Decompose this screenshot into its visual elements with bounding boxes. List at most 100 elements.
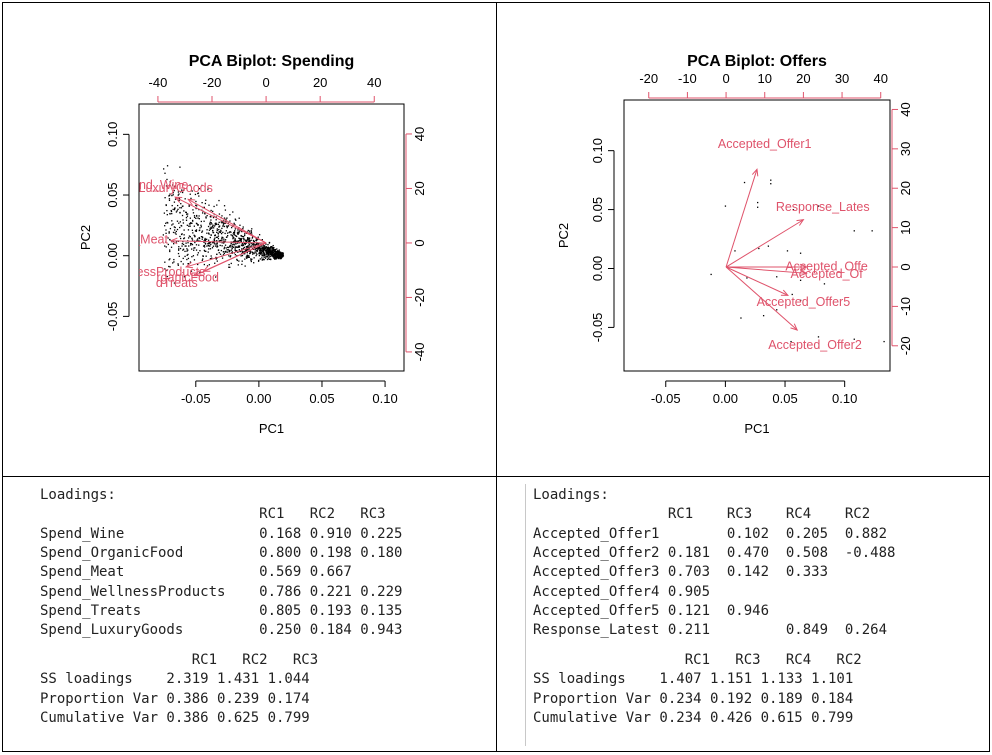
data-point — [176, 220, 179, 222]
loading-arrowhead — [187, 198, 196, 206]
data-point — [267, 244, 269, 246]
data-point — [247, 238, 249, 240]
data-point — [220, 232, 223, 235]
data-point — [183, 237, 185, 240]
data-point — [250, 258, 252, 260]
data-point — [263, 253, 266, 256]
data-point — [247, 248, 249, 250]
loading-arrowhead — [193, 270, 202, 277]
data-point — [204, 246, 206, 248]
data-point — [222, 236, 224, 239]
loading-label: Accepted_Offe — [785, 259, 868, 273]
data-point — [174, 198, 177, 200]
data-point — [249, 250, 251, 252]
data-point — [200, 226, 203, 228]
data-point — [269, 252, 271, 254]
data-point — [244, 242, 246, 244]
offers-biplot: PCA Biplot: Offers -0.05 0.00 0.05 0.10 PC1 -0… — [556, 53, 913, 436]
loading-arrowhead — [169, 237, 178, 245]
offers-table-summary-row: Cumulative Var 0.234 0.426 0.615 0.799 — [533, 709, 854, 726]
loading-arrowhead — [751, 168, 759, 177]
data-point — [214, 237, 216, 239]
data-point — [255, 243, 258, 246]
data-point — [250, 245, 252, 247]
data-point — [792, 208, 795, 211]
y-tick-label: 0.00 — [105, 243, 120, 268]
data-point — [271, 252, 274, 254]
data-point — [194, 241, 196, 244]
data-point — [198, 215, 200, 217]
data-point — [230, 226, 233, 229]
data-point — [272, 248, 275, 250]
data-point — [189, 225, 191, 227]
data-point — [233, 233, 235, 235]
offers-table-row: Accepted_Offer2 0.181 0.470 0.508 -0.488 — [533, 544, 896, 561]
data-point — [232, 238, 234, 240]
data-point — [246, 257, 248, 259]
data-point — [216, 228, 218, 230]
data-point — [266, 248, 269, 251]
data-point — [168, 199, 171, 202]
data-point — [201, 231, 203, 233]
data-point — [192, 255, 195, 257]
data-point — [172, 262, 174, 264]
data-point — [210, 234, 212, 236]
data-point — [276, 248, 278, 250]
data-point — [244, 251, 246, 253]
data-point — [164, 172, 166, 174]
data-point — [176, 210, 178, 212]
data-point — [227, 225, 230, 227]
data-point — [203, 240, 205, 242]
data-point — [261, 253, 263, 255]
data-point — [237, 251, 239, 253]
data-point — [187, 249, 189, 251]
loading-arrow — [725, 169, 758, 268]
right-tick-label: 0 — [898, 263, 913, 270]
data-point — [245, 249, 247, 252]
data-point — [223, 225, 226, 228]
data-point — [280, 256, 282, 259]
data-point — [282, 254, 284, 256]
data-point — [195, 249, 198, 251]
data-point — [269, 251, 271, 253]
data-point — [253, 242, 255, 245]
data-point — [224, 244, 227, 246]
data-point — [169, 250, 171, 253]
data-point — [182, 243, 185, 246]
data-point — [762, 315, 765, 317]
data-point — [204, 240, 207, 242]
data-point — [183, 276, 186, 278]
data-point — [176, 228, 179, 231]
data-point — [206, 232, 208, 234]
data-point — [278, 249, 280, 251]
data-point — [251, 251, 253, 253]
data-point — [238, 217, 240, 219]
data-point — [215, 256, 217, 259]
x-tick-label: 0.10 — [372, 391, 397, 406]
data-point — [259, 250, 261, 253]
data-point — [270, 258, 272, 261]
data-point — [275, 257, 277, 259]
data-point — [209, 221, 211, 223]
data-point — [227, 246, 229, 248]
data-point — [209, 236, 211, 239]
data-point — [214, 224, 217, 226]
data-point — [232, 211, 234, 213]
right-tick-label: 20 — [898, 181, 913, 195]
data-point — [187, 213, 189, 215]
data-point — [220, 249, 223, 252]
data-point — [173, 243, 175, 245]
data-point — [241, 254, 244, 257]
data-point — [179, 166, 181, 168]
data-point — [270, 246, 272, 248]
data-point — [274, 248, 277, 251]
data-point — [198, 244, 200, 246]
data-point — [281, 252, 284, 254]
data-point — [236, 250, 238, 252]
data-point — [758, 247, 760, 250]
data-point — [218, 213, 221, 215]
data-point — [173, 201, 176, 203]
data-point — [257, 247, 259, 249]
data-point — [189, 222, 192, 224]
spending-table-row: Spend_WellnessProducts 0.786 0.221 0.229 — [40, 583, 403, 600]
